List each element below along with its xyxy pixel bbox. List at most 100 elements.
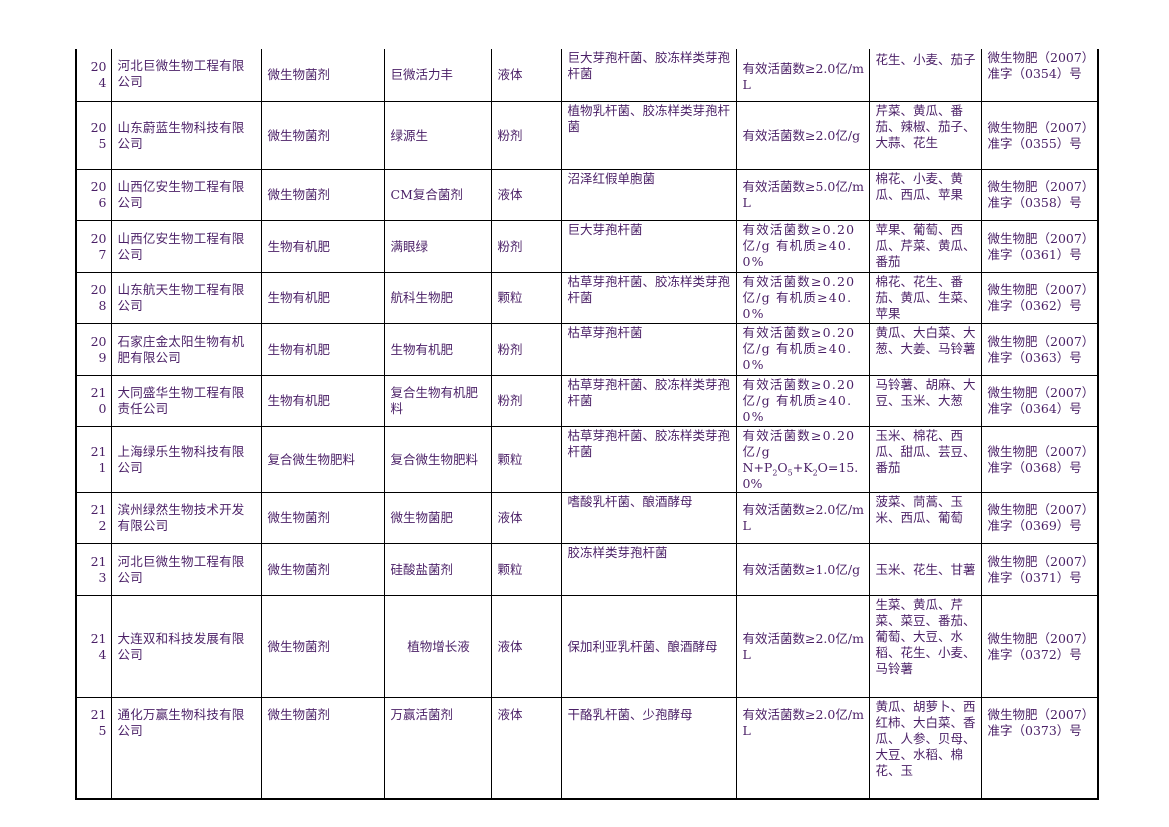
table-row: 204 河北巨微生物工程有限公司 微生物菌剂 巨微活力丰 液体 巨大芽孢杆菌、胶…: [75, 49, 1099, 102]
row-number: 211: [75, 425, 112, 493]
strain: 巨大芽孢杆菌: [560, 219, 737, 273]
crops-text: 玉米、棉花、西瓜、甜瓜、芸豆、番茄: [875, 427, 976, 475]
row-number: 208: [75, 271, 112, 324]
product-form: 粉剂: [490, 374, 562, 427]
row-number: 204: [75, 49, 112, 102]
product-name: 航科生物肥: [383, 271, 492, 324]
content-formula: N+P2O5+K2O=15.0%: [743, 460, 859, 491]
content-spec: 有效活菌数≥2.0亿/mL: [735, 594, 870, 698]
content-spec: 有效活菌数≥5.0亿/mL: [735, 168, 870, 221]
content-spec: 有效活菌数≥2.0亿/g: [735, 100, 870, 170]
content-spec: 有效活菌数≥0.20亿/g N+P2O5+K2O=15.0%: [735, 425, 870, 493]
registration-number: 微生物肥（2007）准字（0358）号: [980, 168, 1099, 221]
product-form: 粉剂: [490, 219, 562, 273]
product-form: 颗粒: [490, 425, 562, 493]
content-spec: 有效活菌数≥0.20亿/g 有机质≥40.0%: [735, 219, 870, 273]
formula-sub: 2: [812, 468, 818, 477]
product-type: 微生物菌剂: [260, 696, 385, 800]
content-spec: 有效活菌数≥1.0亿/g: [735, 542, 870, 596]
strain: 巨大芽孢杆菌、胶冻样类芽孢杆菌: [560, 49, 737, 102]
product-form: 液体: [490, 168, 562, 221]
applicable-crops: 棉花、花生、番茄、黄瓜、生菜、苹果: [868, 271, 982, 324]
product-form: 液体: [490, 696, 562, 800]
registration-number: 微生物肥（2007）准字（0373）号: [980, 696, 1099, 800]
strain: 枯草芽孢杆菌、胶冻样类芽孢杆菌: [560, 425, 737, 493]
company-name: 山东航天生物工程有限公司: [110, 271, 262, 324]
registration-number: 微生物肥（2007）准字（0369）号: [980, 491, 1099, 544]
strain: 枯草芽孢杆菌、胶冻样类芽孢杆菌: [560, 374, 737, 427]
formula-sub: 2: [772, 468, 778, 477]
registration-number: 微生物肥（2007）准字（0364）号: [980, 374, 1099, 427]
row-number: 209: [75, 322, 112, 376]
applicable-crops: 花生、小麦、茄子: [868, 49, 982, 102]
product-name: 微生物菌肥: [383, 491, 492, 544]
strain: 枯草芽孢杆菌、胶冻样类芽孢杆菌: [560, 271, 737, 324]
company-name: 上海绿乐生物科技有限公司: [110, 425, 262, 493]
row-number: 205: [75, 100, 112, 170]
product-form: 液体: [490, 491, 562, 544]
strain: 枯草芽孢杆菌: [560, 322, 737, 376]
company-name: 山东蔚蓝生物科技有限公司: [110, 100, 262, 170]
product-type: 微生物菌剂: [260, 168, 385, 221]
company-name: 河北巨微生物工程有限公司: [110, 49, 262, 102]
formula-part: O: [777, 459, 788, 475]
product-form: 粉剂: [490, 322, 562, 376]
table-row: 207 山西亿安生物工程有限公司 生物有机肥 满眼绿 粉剂 巨大芽孢杆菌 有效活…: [75, 219, 1099, 273]
registration-number: 微生物肥（2007）准字（0371）号: [980, 542, 1099, 596]
content-spec: 有效活菌数≥0.20亿/g 有机质≥40.0%: [735, 322, 870, 376]
crops-text: 生菜、黄瓜、芹菜、菜豆、番茄、葡萄、大豆、水稻、花生、小麦、马铃薯: [875, 596, 976, 676]
product-form: 颗粒: [490, 271, 562, 324]
crops-text: 棉花、花生、番茄、黄瓜、生菜、苹果: [875, 273, 976, 321]
product-name: 巨微活力丰: [383, 49, 492, 102]
crops-text: 菠菜、茼蒿、玉米、西瓜、葡萄: [875, 493, 964, 525]
applicable-crops: 芹菜、黄瓜、番茄、辣椒、茄子、大蒜、花生: [868, 100, 982, 170]
crops-text: 棉花、小麦、黄瓜、西瓜、苹果: [875, 170, 964, 202]
registration-number: 微生物肥（2007）准字（0372）号: [980, 594, 1099, 698]
company-name: 石家庄金太阳生物有机肥有限公司: [110, 322, 262, 376]
product-type: 生物有机肥: [260, 271, 385, 324]
strain: 干酪乳杆菌、少孢酵母: [560, 696, 737, 800]
product-type: 生物有机肥: [260, 219, 385, 273]
content-spec: 有效活菌数≥0.20亿/g 有机质≥40.0%: [735, 271, 870, 324]
content-spec: 有效活菌数≥2.0亿/mL: [735, 49, 870, 102]
content-spec: 有效活菌数≥0.20亿/g 有机质≥40.0%: [735, 374, 870, 427]
formula-part: N+P: [742, 459, 773, 475]
registration-number: 微生物肥（2007）准字（0363）号: [980, 322, 1099, 376]
product-type: 微生物菌剂: [260, 49, 385, 102]
table-row: 213 河北巨微生物工程有限公司 微生物菌剂 硅酸盐菌剂 颗粒 胶冻样类芽孢杆菌…: [75, 542, 1099, 596]
row-number: 206: [75, 168, 112, 221]
company-name: 通化万赢生物科技有限公司: [110, 696, 262, 800]
registration-number: 微生物肥（2007）准字（0361）号: [980, 219, 1099, 273]
registration-table: 204 河北巨微生物工程有限公司 微生物菌剂 巨微活力丰 液体 巨大芽孢杆菌、胶…: [75, 49, 1099, 800]
registration-number: 微生物肥（2007）准字（0355）号: [980, 100, 1099, 170]
product-name: 复合生物有机肥料: [383, 374, 492, 427]
row-number: 210: [75, 374, 112, 427]
applicable-crops: 菠菜、茼蒿、玉米、西瓜、葡萄: [868, 491, 982, 544]
product-name: 复合微生物肥料: [383, 425, 492, 493]
table-row: 205 山东蔚蓝生物科技有限公司 微生物菌剂 绿源生 粉剂 植物乳杆菌、胶冻样类…: [75, 100, 1099, 170]
product-type: 生物有机肥: [260, 374, 385, 427]
registration-number: 微生物肥（2007）准字（0368）号: [980, 425, 1099, 493]
formula-sub: 5: [787, 468, 793, 477]
row-number: 213: [75, 542, 112, 596]
formula-part: +K: [792, 459, 813, 475]
company-name: 河北巨微生物工程有限公司: [110, 542, 262, 596]
applicable-crops: 黄瓜、大白菜、大葱、大姜、马铃薯: [868, 322, 982, 376]
strain: 沼泽红假单胞菌: [560, 168, 737, 221]
applicable-crops: 马铃薯、胡麻、大豆、玉米、大葱: [868, 374, 982, 427]
row-number: 214: [75, 594, 112, 698]
product-type: 复合微生物肥料: [260, 425, 385, 493]
product-type: 微生物菌剂: [260, 542, 385, 596]
product-name: 生物有机肥: [383, 322, 492, 376]
product-type: 微生物菌剂: [260, 491, 385, 544]
strain: 保加利亚乳杆菌、酿酒酵母: [560, 594, 737, 698]
table-row: 212 滨州绿然生物技术开发有限公司 微生物菌剂 微生物菌肥 液体 嗜酸乳杆菌、…: [75, 491, 1099, 544]
table-row: 206 山西亿安生物工程有限公司 微生物菌剂 CM复合菌剂 液体 沼泽红假单胞菌…: [75, 168, 1099, 221]
strain: 嗜酸乳杆菌、酿酒酵母: [560, 491, 737, 544]
table-row: 214 大连双和科技发展有限公司 微生物菌剂 植物增长液 液体 保加利亚乳杆菌、…: [75, 594, 1099, 698]
table-row: 209 石家庄金太阳生物有机肥有限公司 生物有机肥 生物有机肥 粉剂 枯草芽孢杆…: [75, 322, 1099, 376]
crops-text: 马铃薯、胡麻、大豆、玉米、大葱: [875, 376, 976, 408]
table-row: 211 上海绿乐生物科技有限公司 复合微生物肥料 复合微生物肥料 颗粒 枯草芽孢…: [75, 425, 1099, 493]
content-spec: 有效活菌数≥2.0亿/mL: [735, 696, 870, 800]
row-number: 207: [75, 219, 112, 273]
